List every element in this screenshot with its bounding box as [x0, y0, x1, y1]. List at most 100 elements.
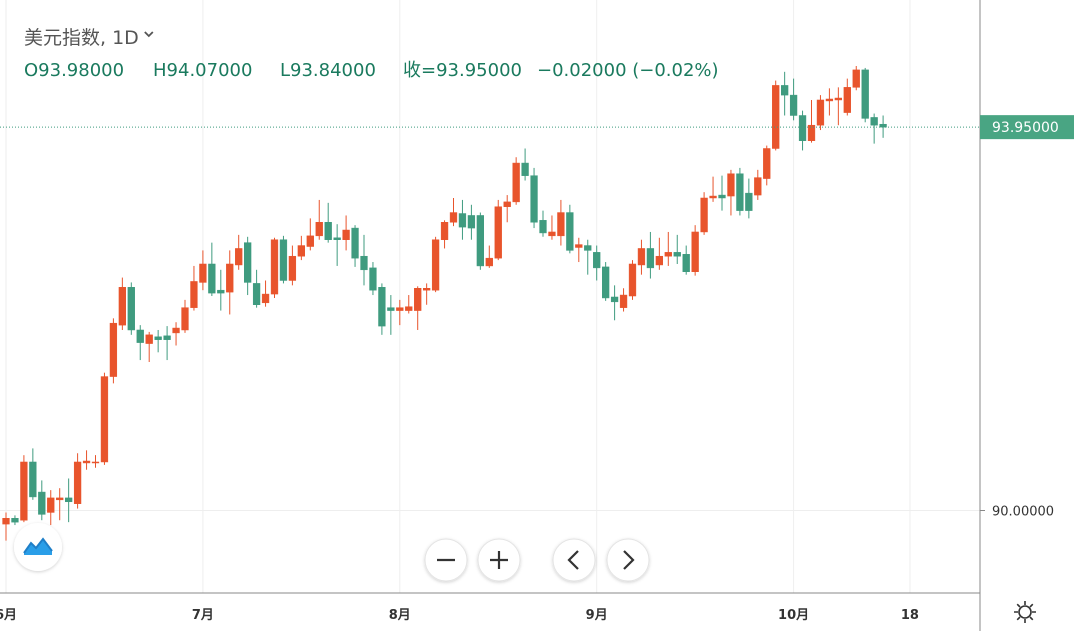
candle-body [378, 287, 386, 327]
candle-body [29, 461, 37, 498]
candle-body [47, 497, 55, 513]
candle-body [163, 335, 171, 340]
zoom-out-button[interactable] [424, 538, 468, 582]
candle-body [20, 461, 28, 521]
candle-body [575, 244, 583, 248]
candle-body [825, 98, 834, 102]
settings-button[interactable] [1014, 601, 1036, 623]
scroll-left-button[interactable] [552, 538, 596, 582]
candle-body [217, 289, 225, 294]
ohlc-legend: O93.98000 H94.07000 L93.84000 收=93.95000 −0.… [24, 60, 719, 81]
candle-body [700, 197, 708, 233]
candle-body [879, 123, 887, 128]
candle-body [423, 288, 431, 291]
candle-body [2, 518, 10, 525]
candle-body [82, 460, 91, 464]
candle-body [682, 254, 690, 273]
ohlc-value: O93.98000 [24, 60, 124, 81]
candle-body [637, 248, 646, 266]
candle-body [270, 239, 279, 295]
candle-body [297, 245, 306, 257]
ohlc-value: H94.07000 [153, 60, 252, 81]
candle-body [512, 162, 520, 203]
candle-body [127, 287, 135, 331]
candle-body [852, 69, 860, 88]
candle-body [664, 252, 672, 257]
candle-body [65, 497, 73, 503]
candles [2, 65, 887, 541]
candle-body [199, 263, 207, 283]
candle-body [109, 322, 118, 377]
candle-body [190, 281, 198, 308]
y-tick-label: 90.00000 [992, 505, 1054, 520]
candle-body [11, 518, 19, 523]
x-tick-label: 8月 [389, 608, 411, 623]
candle-body [244, 242, 252, 283]
candle-body [396, 307, 404, 311]
candle-body [655, 255, 664, 266]
candle-body [646, 248, 655, 269]
candle-body [870, 117, 878, 126]
candle-body [816, 99, 825, 126]
candle-body [530, 175, 538, 223]
candle-body [843, 87, 851, 113]
x-tick-label: 18 [901, 608, 919, 623]
candle-body [235, 248, 243, 266]
candle-body [405, 306, 413, 311]
candle-body [754, 177, 762, 196]
scroll-right-button[interactable] [606, 538, 650, 582]
candle-body [252, 283, 261, 305]
candle-body [458, 213, 467, 228]
candle-body [414, 288, 422, 311]
candle-body [593, 252, 601, 269]
candle-body [279, 239, 288, 281]
x-tick-label: 7月 [192, 608, 214, 623]
candle-body [745, 192, 753, 211]
candle-body [208, 263, 216, 294]
candle-body [369, 267, 377, 291]
x-tick-label: 9月 [586, 608, 608, 623]
candle-body [440, 222, 449, 240]
candle-body [136, 329, 144, 343]
candle-body [673, 252, 681, 257]
candle-body [38, 491, 46, 515]
candle-body [691, 231, 699, 273]
candle-body [619, 294, 628, 308]
zoom-in-button[interactable] [477, 538, 521, 582]
candle-body [807, 124, 816, 141]
candle-body [181, 307, 189, 331]
candle-body [226, 263, 234, 293]
candle-body [789, 94, 798, 116]
candle-body [772, 85, 780, 149]
candle-body [763, 148, 771, 179]
candle-body [485, 257, 493, 267]
candle-body [261, 293, 270, 304]
candle-body [566, 212, 574, 251]
x-tick-label: 6月 [0, 608, 17, 623]
last-price-label: 93.95000 [992, 120, 1059, 136]
candle-body [494, 206, 502, 259]
ohlc-value: 收=93.95000 [403, 60, 522, 81]
ohlc-value: L93.84000 [280, 60, 376, 81]
ohlc-value: −0.02000 (−0.02%) [537, 60, 719, 81]
candle-body [154, 336, 162, 340]
candle-body [584, 245, 592, 251]
interval-chevron[interactable] [144, 31, 154, 38]
candle-body [539, 220, 547, 234]
candle-body [727, 173, 735, 197]
candle-body [861, 69, 869, 119]
candle-body [718, 194, 726, 199]
candle-body [91, 461, 100, 464]
candle-body [288, 255, 297, 281]
candle-body [351, 227, 359, 259]
candle-body [709, 195, 717, 199]
grid [0, 0, 980, 593]
candle-body [100, 376, 109, 463]
candle-body [145, 334, 153, 344]
logo[interactable] [14, 523, 62, 571]
candle-body [73, 461, 82, 504]
candle-body [628, 263, 637, 297]
candle-body [306, 235, 314, 247]
candle-body [315, 222, 323, 237]
